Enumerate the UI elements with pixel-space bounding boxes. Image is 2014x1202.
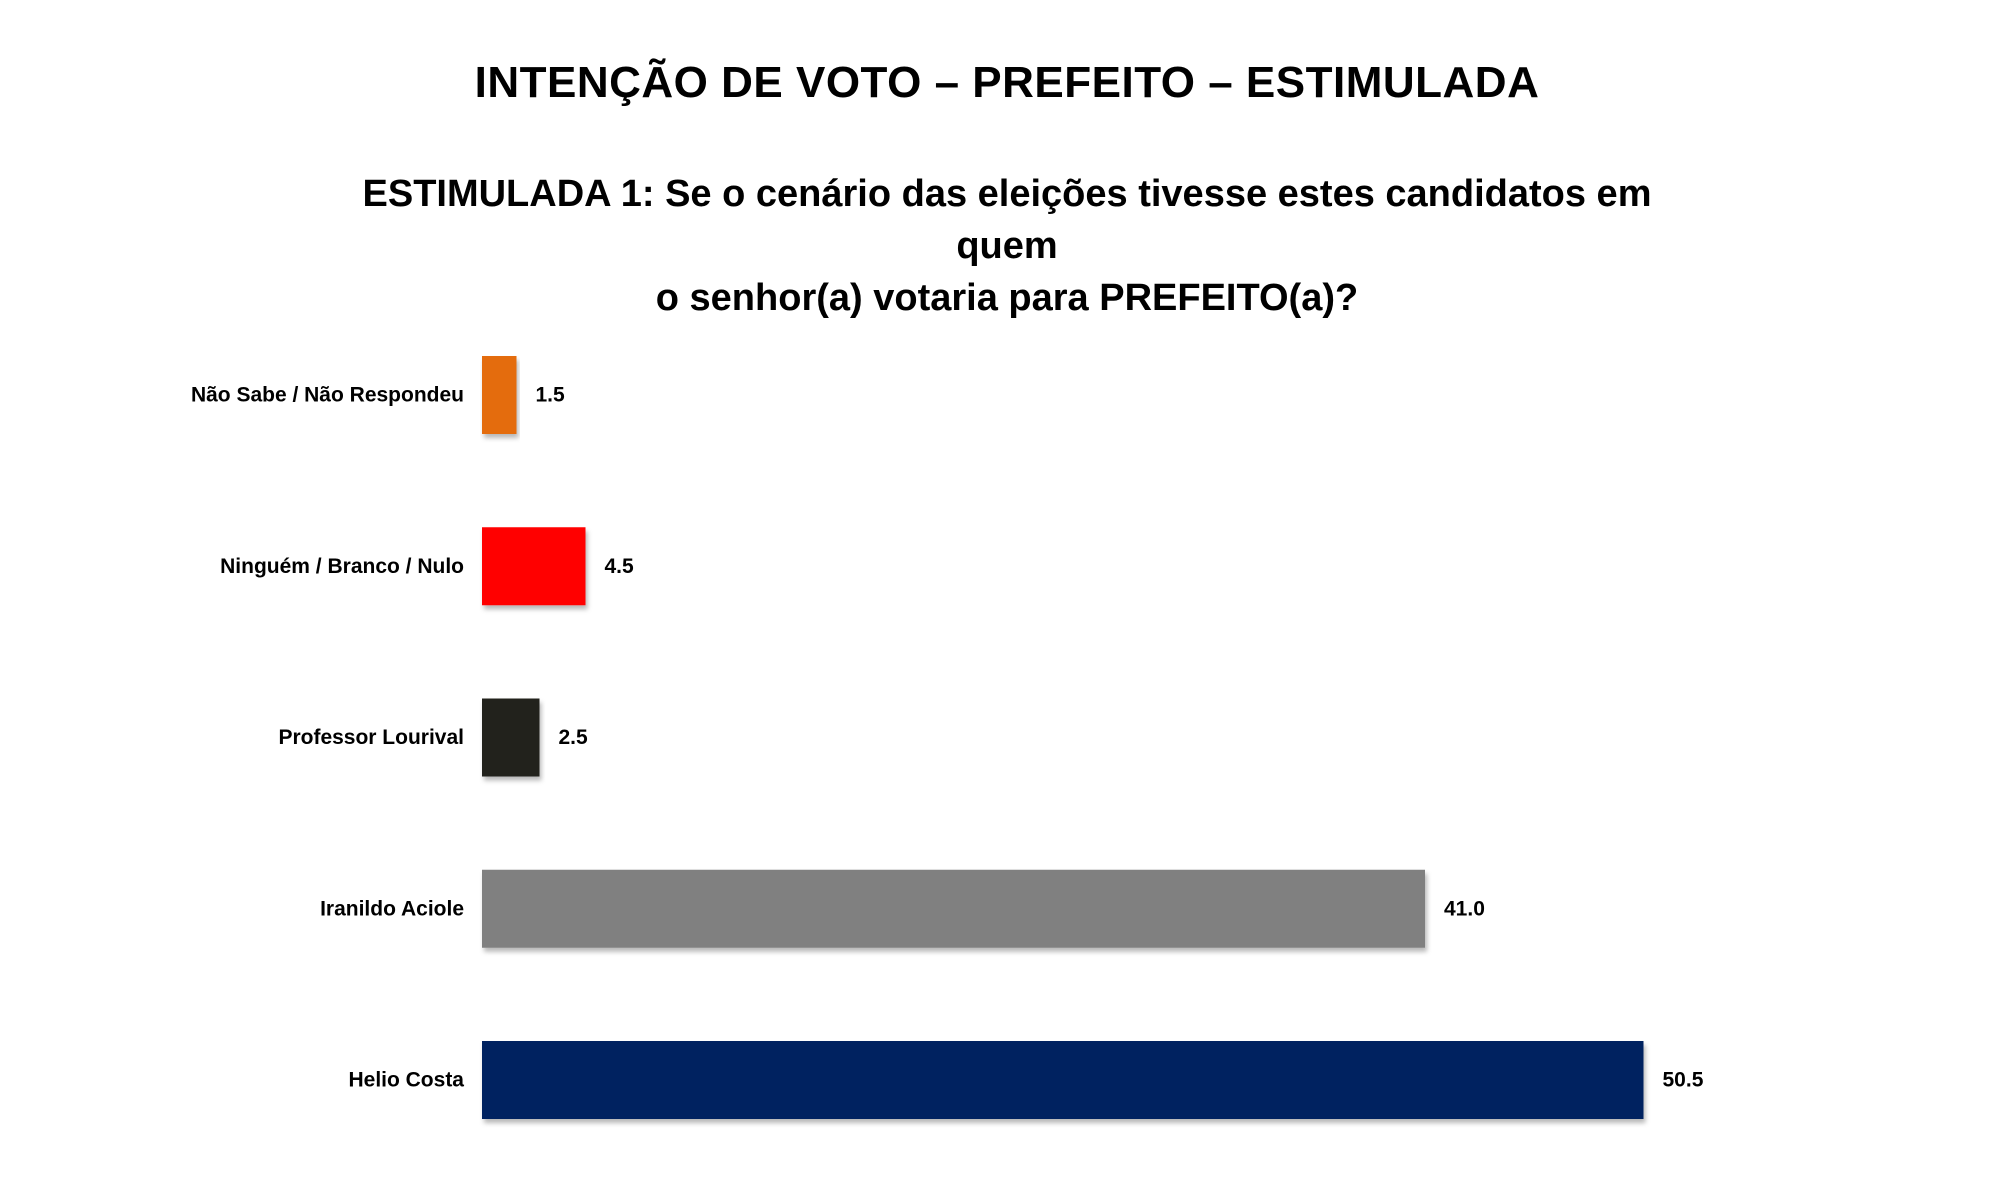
value-label-5: 50.5 — [1663, 1069, 1704, 1092]
page-title: INTENÇÃO DE VOTO – PREFEITO – ESTIMULADA — [474, 58, 1540, 107]
value-label-4: 41.0 — [1444, 897, 1485, 920]
bar-5 — [482, 1041, 1644, 1119]
subtitle-line-2: o senhor(a) votaria para PREFEITO(a)? — [655, 277, 1359, 319]
category-label-5: Helio Costa — [348, 1069, 464, 1092]
bar-3 — [482, 698, 540, 777]
bar-4 — [482, 869, 1425, 948]
value-label-3: 2.5 — [559, 726, 589, 749]
value-label-1: 1.5 — [536, 384, 566, 407]
category-label-2: Ninguém / Branco / Nulo — [220, 555, 464, 578]
category-label-3: Professor Lourival — [278, 726, 464, 749]
bars-group: Não Sabe / Não Respondeu 1.5 Ninguém / Bra… — [191, 356, 1704, 1119]
subtitle-line-1: ESTIMULADA 1: Se o cenário das eleições … — [362, 173, 1652, 267]
bar-1 — [482, 356, 517, 434]
bar-2 — [482, 527, 586, 606]
category-label-1: Não Sabe / Não Respondeu — [191, 384, 464, 407]
value-label-2: 4.5 — [605, 555, 635, 578]
category-label-4: Iranildo Aciole — [320, 897, 464, 920]
chart-subtitle: ESTIMULADA 1: Se o cenário das eleições … — [307, 168, 1707, 324]
